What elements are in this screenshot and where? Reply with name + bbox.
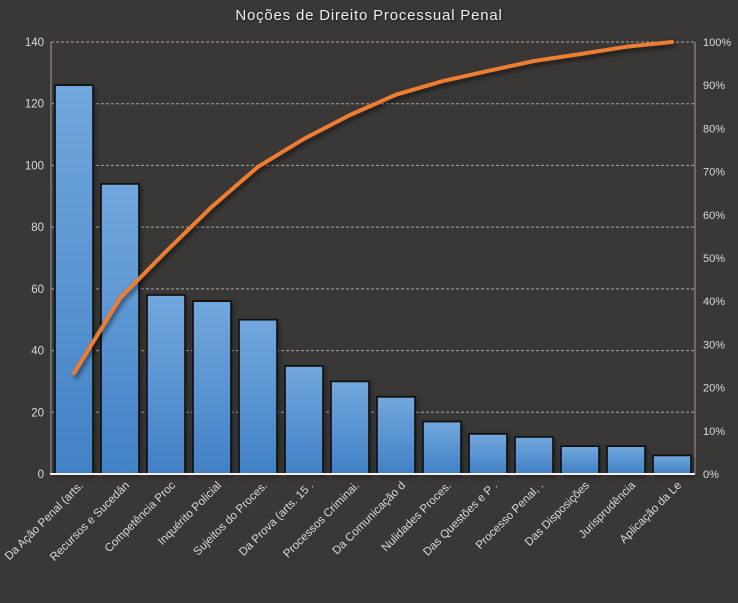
bar <box>192 300 232 475</box>
percent-axis-label: 90% <box>703 80 725 92</box>
chart-title: Noções de Direito Processual Penal <box>235 7 503 24</box>
y-axis-label: 60 <box>31 284 44 296</box>
bar <box>238 318 278 475</box>
bar <box>514 436 554 475</box>
bar <box>54 84 94 475</box>
category-label: Processos Criminai. <box>281 480 362 561</box>
y-axis-label: 140 <box>25 37 44 49</box>
percent-axis-label: 10% <box>703 426 725 438</box>
bar <box>376 396 416 475</box>
cumulative-line <box>72 40 674 376</box>
bar <box>606 445 646 475</box>
percent-axis-label: 50% <box>703 253 725 265</box>
category-label: Recursos e Sucedân <box>48 480 132 564</box>
bar <box>330 380 370 475</box>
y-axis-label: 80 <box>31 222 44 234</box>
bar <box>284 365 324 475</box>
y-axis-label: 20 <box>31 407 44 419</box>
percent-axis-label: 70% <box>703 167 725 179</box>
percent-axis-label: 80% <box>703 123 725 135</box>
y-axis-label: 100 <box>25 160 44 172</box>
percent-axis-label: 60% <box>703 210 725 222</box>
percent-axis-label: 20% <box>703 383 725 395</box>
percent-axis-label: 30% <box>703 339 725 351</box>
y-axis-label: 0 <box>38 469 44 481</box>
y-axis-label: 120 <box>25 99 44 111</box>
bar <box>146 294 186 475</box>
bar <box>560 445 600 475</box>
bar <box>422 420 462 475</box>
percent-axis-label: 0% <box>703 469 719 481</box>
percent-axis-label: 100% <box>703 37 731 49</box>
bar <box>100 183 140 475</box>
bar <box>468 433 508 475</box>
category-label: Da Ação Penal (arts. <box>3 480 86 563</box>
bar <box>652 454 692 475</box>
y-axis-label: 40 <box>31 346 44 358</box>
percent-axis-label: 40% <box>703 296 725 308</box>
